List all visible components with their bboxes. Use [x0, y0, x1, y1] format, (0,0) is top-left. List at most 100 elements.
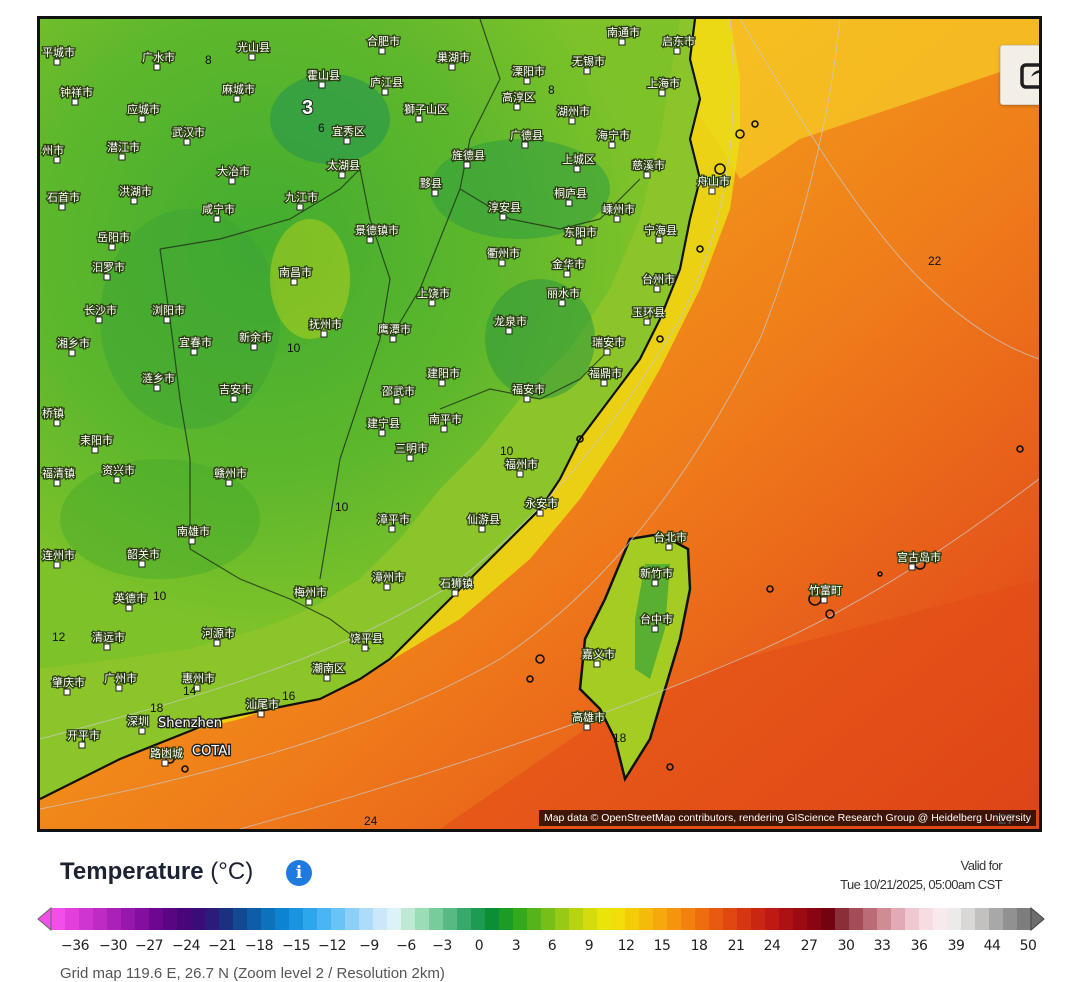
city-marker: 路凼城 — [149, 746, 184, 767]
city-marker: 漳平市 — [376, 511, 411, 533]
info-icon[interactable]: i — [286, 860, 312, 886]
city-label: 溧阳市 — [512, 64, 545, 78]
city-label: 建阳市 — [427, 366, 460, 380]
city-label: 英德市 — [114, 591, 147, 605]
city-label: 应城市 — [127, 102, 160, 116]
scale-cell — [989, 908, 1004, 930]
city-dot — [183, 138, 191, 146]
city-dot — [583, 67, 591, 75]
city-dot — [78, 741, 86, 749]
city-label: 旌德县 — [452, 148, 485, 162]
weather-map[interactable]: 平城市 广水市 光山县 合肥市 巢湖市 南通市 启东市 钟祥市 麻城市 霍山县 庐江县 溧阳市 无锡市应… — [37, 16, 1042, 832]
city-dot — [438, 379, 446, 387]
city-label: 景德镇市 — [355, 223, 399, 237]
scale-tick-label: −3 — [432, 938, 452, 954]
city-dot — [643, 171, 651, 179]
city-label: 广德县 — [510, 128, 543, 142]
city-dot — [91, 446, 99, 454]
scale-cell — [821, 908, 836, 930]
city-label: 舟山市 — [697, 174, 730, 188]
city-dot — [651, 625, 659, 633]
city-label: 宫古岛市 — [897, 550, 941, 564]
city-dot — [71, 98, 79, 106]
scale-tick-label: −6 — [396, 938, 416, 954]
scale-cell — [1003, 908, 1018, 930]
scale-cell — [317, 908, 332, 930]
city-marker: 洪湖市 — [118, 183, 153, 205]
scale-cell — [807, 908, 822, 930]
scale-cell — [681, 908, 696, 930]
scale-cell — [849, 908, 864, 930]
scale-cell — [975, 908, 990, 930]
city-label: 广水市 — [142, 50, 175, 64]
isotherm-label: 22 — [928, 254, 942, 268]
city-marker: 韶关市 — [126, 546, 161, 568]
scale-tick-label: −15 — [281, 938, 311, 954]
city-marker: 麻城市 — [221, 81, 256, 103]
city-marker: 鹰潭市 — [377, 321, 412, 343]
valid-time: Valid for Tue 10/21/2025, 05:00am CST — [840, 856, 1002, 894]
scale-cell — [863, 908, 878, 930]
city-label: 上海市 — [647, 76, 680, 90]
city-marker: 金华市 — [551, 256, 586, 278]
scale-tick-label: 50 — [1019, 938, 1037, 954]
scale-tick-label: −21 — [207, 938, 237, 954]
city-marker: 福州市 — [504, 456, 539, 478]
city-marker: 慈溪市 — [631, 157, 666, 179]
scale-cell — [135, 908, 150, 930]
city-marker: 州市 — [41, 142, 65, 164]
city-marker: 永安市 — [524, 495, 559, 517]
scale-cell — [541, 908, 556, 930]
city-marker: 福清镇 — [41, 465, 76, 487]
city-label: 福州市 — [505, 457, 538, 471]
city-marker: 汩罗市 — [91, 259, 126, 281]
scale-cell — [625, 908, 640, 930]
city-dot — [193, 684, 201, 692]
city-label: 太湖县 — [327, 159, 360, 172]
city-dot — [125, 604, 133, 612]
scale-cell — [443, 908, 458, 930]
city-label: 连州市 — [42, 548, 75, 562]
city-dot — [499, 213, 507, 221]
city-dot — [213, 215, 221, 223]
city-dot — [250, 343, 258, 351]
scale-cell — [779, 908, 794, 930]
scale-tick-label: −18 — [244, 938, 274, 954]
map-attribution[interactable]: Map data © OpenStreetMap contributors, r… — [538, 810, 1036, 826]
scale-cell — [597, 908, 612, 930]
city-label: 深圳 — [127, 715, 149, 728]
city-label: 东阳市 — [564, 225, 597, 239]
city-label: 玉环县 — [632, 306, 665, 319]
city-label: 漳州市 — [372, 570, 405, 584]
city-dot — [190, 348, 198, 356]
scale-cell — [835, 908, 850, 930]
city-label: 梅州市 — [294, 585, 327, 599]
city-label: 福鼎市 — [589, 366, 622, 380]
city-label: 宜秀区 — [332, 124, 365, 138]
city-dot — [448, 63, 456, 71]
city-label: 上饶市 — [417, 286, 450, 300]
city-label: 石狮镇 — [440, 576, 473, 590]
scale-cell — [345, 908, 360, 930]
city-label: 霍山县 — [307, 69, 340, 82]
city-dot — [498, 259, 506, 267]
city-label: 韶关市 — [127, 547, 160, 561]
scale-cell — [611, 908, 626, 930]
scale-cell — [471, 908, 486, 930]
city-marker: 汕尾市 — [245, 696, 280, 718]
scale-tick-label: 0 — [474, 938, 484, 954]
scale-cell — [149, 908, 164, 930]
city-marker: 黟县 — [419, 176, 443, 197]
city-dot — [406, 454, 414, 462]
scale-tick-label: −30 — [98, 938, 128, 954]
city-dot — [673, 47, 681, 55]
city-label: 仙游县 — [467, 513, 500, 526]
scale-cell — [569, 908, 584, 930]
scale-tick-label: 18 — [690, 938, 708, 954]
city-label: 开平市 — [67, 728, 100, 742]
city-dot — [603, 348, 611, 356]
share-button[interactable] — [1000, 45, 1039, 105]
city-marker: 岳阳市 — [96, 229, 131, 251]
city-dot — [153, 63, 161, 71]
isotherm-label: 3 — [302, 97, 313, 119]
